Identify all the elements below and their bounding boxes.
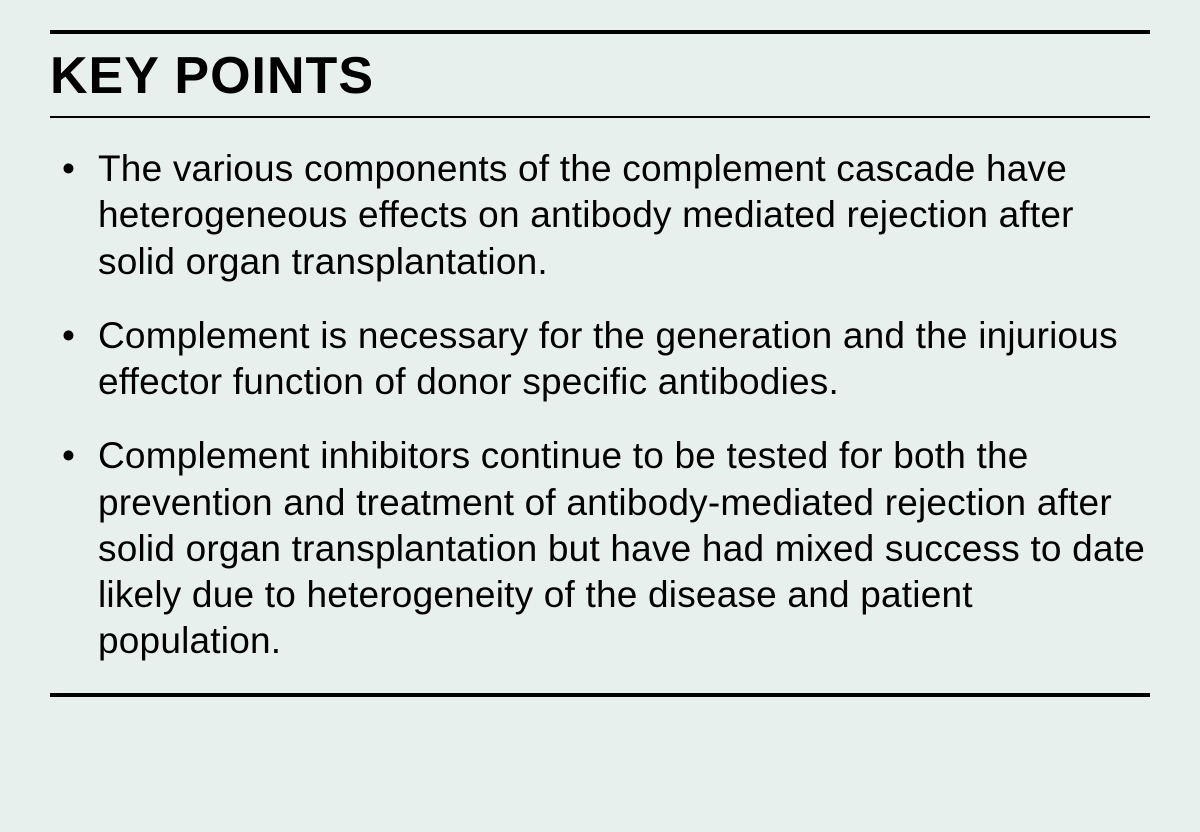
key-points-panel: KEY POINTS The various components of the…	[50, 30, 1150, 697]
list-item: The various components of the complement…	[50, 146, 1150, 285]
mid-divider	[50, 116, 1150, 118]
list-item: Complement is necessary for the generati…	[50, 313, 1150, 406]
bottom-divider	[50, 693, 1150, 697]
top-divider	[50, 30, 1150, 34]
panel-title: KEY POINTS	[50, 46, 1150, 106]
key-points-list: The various components of the complement…	[50, 146, 1150, 665]
list-item: Complement inhibitors continue to be tes…	[50, 433, 1150, 664]
